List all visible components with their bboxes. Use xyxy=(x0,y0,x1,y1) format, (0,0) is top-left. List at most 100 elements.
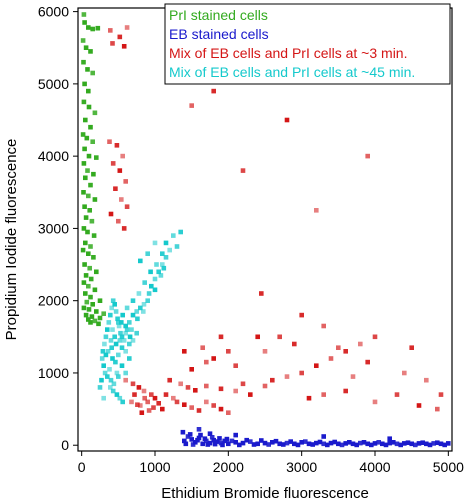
data-point xyxy=(119,197,124,202)
data-point xyxy=(409,441,414,447)
data-point xyxy=(111,381,117,387)
data-point xyxy=(303,439,308,444)
data-point xyxy=(204,359,209,365)
legend-entry: Mix of EB cells and PrI cells at ~3 min. xyxy=(169,45,407,61)
x-tick-label: 4000 xyxy=(359,459,390,475)
data-point xyxy=(376,440,381,445)
data-point xyxy=(336,441,341,447)
data-point xyxy=(132,392,137,397)
data-point xyxy=(123,179,128,184)
data-point xyxy=(240,440,246,446)
data-point xyxy=(118,330,123,336)
data-point xyxy=(82,81,87,87)
data-point xyxy=(380,441,385,447)
data-point xyxy=(91,255,96,260)
data-point xyxy=(121,338,127,343)
data-point xyxy=(107,139,112,144)
data-point xyxy=(310,442,315,447)
data-point xyxy=(95,25,101,31)
data-point xyxy=(405,440,411,445)
data-point xyxy=(163,255,169,260)
data-point xyxy=(202,436,208,441)
data-point xyxy=(142,280,147,285)
data-point xyxy=(284,440,290,446)
data-point xyxy=(211,88,216,94)
data-point xyxy=(178,229,183,235)
data-point xyxy=(109,345,114,350)
data-point xyxy=(86,153,92,159)
data-point xyxy=(138,258,143,264)
data-point xyxy=(154,262,159,267)
data-point xyxy=(135,316,140,322)
data-point xyxy=(212,441,218,447)
data-point xyxy=(325,442,330,448)
data-point xyxy=(233,440,238,445)
data-point xyxy=(90,139,95,144)
data-point xyxy=(85,67,90,72)
data-point xyxy=(99,377,104,383)
data-point xyxy=(91,171,96,177)
data-point xyxy=(251,442,257,447)
data-point xyxy=(314,208,319,213)
data-point xyxy=(226,349,231,354)
data-point xyxy=(105,349,111,354)
data-point xyxy=(358,341,363,347)
data-point xyxy=(120,153,125,159)
data-point xyxy=(343,349,348,354)
data-point xyxy=(142,395,147,401)
data-point xyxy=(80,132,86,137)
data-point xyxy=(80,38,86,43)
data-point xyxy=(103,352,109,358)
y-tick-label: 2000 xyxy=(38,293,69,309)
data-point xyxy=(110,298,116,303)
data-point xyxy=(80,247,86,253)
data-point xyxy=(82,146,87,152)
data-point xyxy=(182,349,187,354)
data-point xyxy=(110,388,116,394)
data-point xyxy=(160,406,165,412)
data-point xyxy=(86,88,91,94)
data-point xyxy=(92,197,98,202)
data-point xyxy=(255,334,260,340)
data-point xyxy=(94,269,99,275)
data-point xyxy=(141,309,146,314)
data-point xyxy=(160,251,165,256)
data-point xyxy=(108,338,114,343)
y-tick-label: 4000 xyxy=(38,148,69,164)
data-point xyxy=(94,309,99,314)
data-point xyxy=(190,442,196,447)
data-point xyxy=(321,441,326,447)
data-points xyxy=(80,12,451,448)
data-point xyxy=(394,392,400,397)
data-point xyxy=(266,442,271,447)
data-point xyxy=(117,395,123,401)
data-point xyxy=(446,441,451,446)
data-point xyxy=(130,381,136,387)
data-point xyxy=(127,341,132,347)
data-point xyxy=(86,193,91,199)
data-point xyxy=(427,442,433,448)
data-point xyxy=(149,392,154,397)
data-point xyxy=(145,298,150,303)
data-point xyxy=(438,392,444,397)
data-point xyxy=(152,240,158,246)
data-point xyxy=(138,305,143,311)
data-point xyxy=(156,269,161,275)
data-point xyxy=(81,305,87,311)
y-tick-label: 1000 xyxy=(38,365,69,381)
data-point xyxy=(110,327,115,332)
data-point xyxy=(299,440,304,445)
data-point xyxy=(270,440,275,445)
data-point xyxy=(120,399,125,405)
data-point xyxy=(262,440,268,446)
data-point xyxy=(110,356,115,361)
data-point xyxy=(183,441,189,447)
data-point xyxy=(145,399,150,405)
data-point xyxy=(167,247,172,253)
data-point xyxy=(123,370,128,376)
data-point xyxy=(138,403,143,408)
data-point xyxy=(81,226,87,231)
data-point xyxy=(123,323,128,329)
data-point xyxy=(92,318,98,324)
